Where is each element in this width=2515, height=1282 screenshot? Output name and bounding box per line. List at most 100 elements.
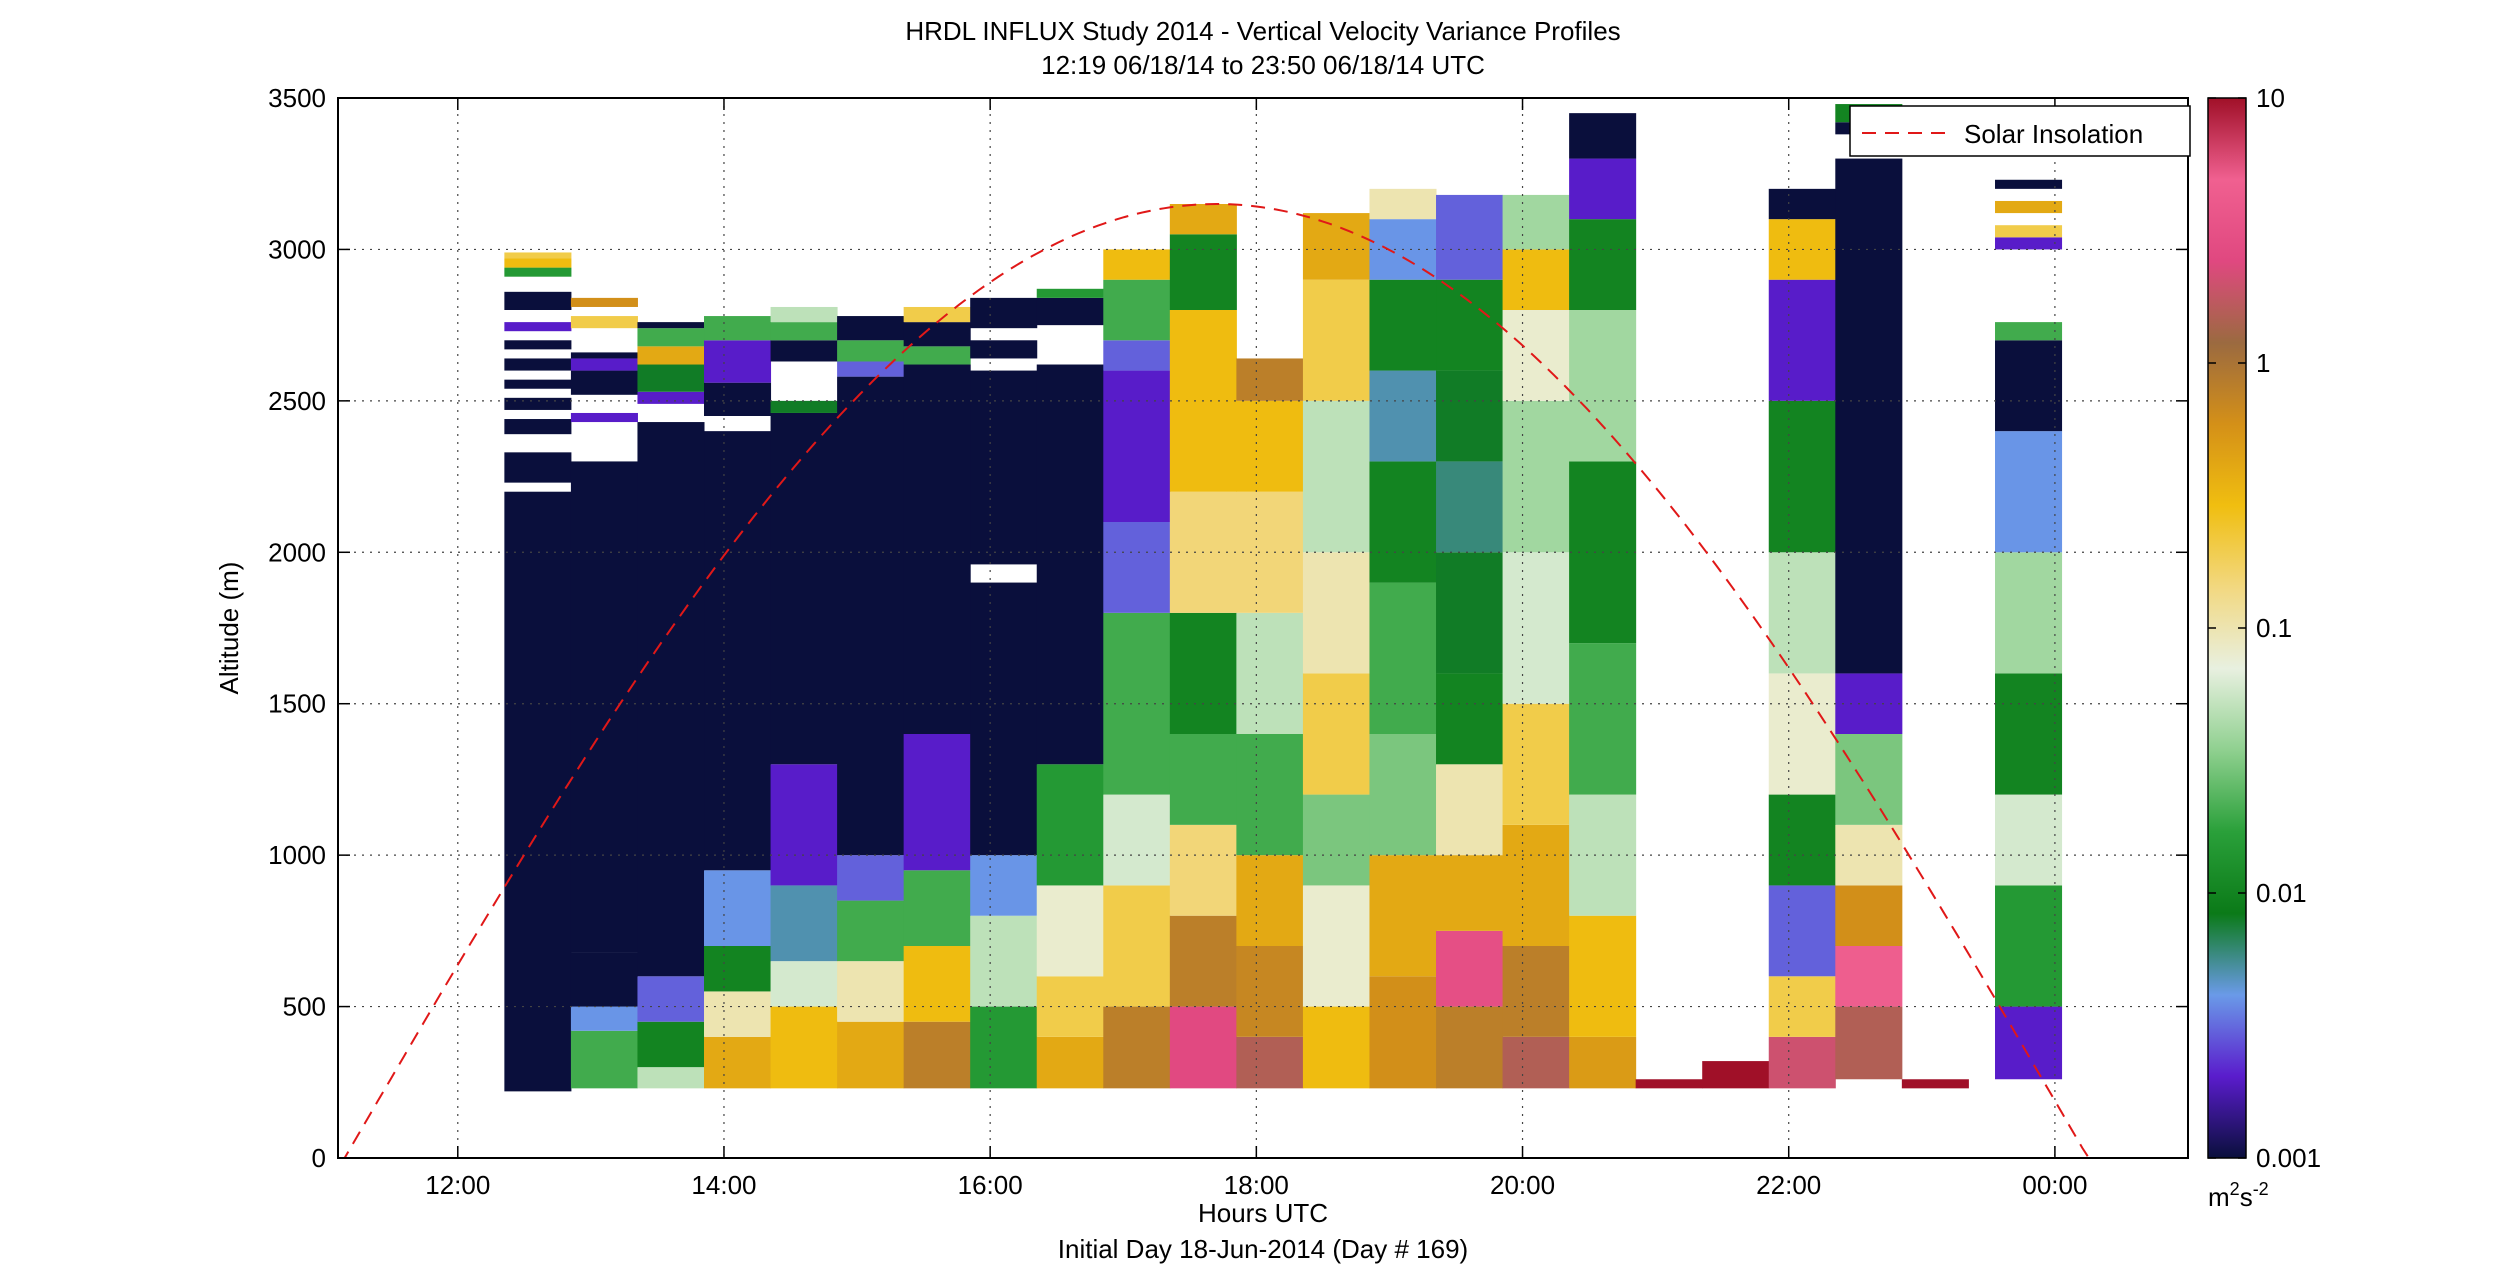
profile-cell-20-5 (1835, 673, 1903, 734)
y-tick-label: 3000 (268, 234, 326, 264)
profile-cell-20-6 (1835, 158, 1903, 674)
profile-cell-5-2 (837, 900, 905, 962)
profile-cell-16-1 (1569, 915, 1637, 1037)
profile-cell-6-6 (903, 322, 971, 347)
solar-insolation-line (338, 202, 2188, 1158)
profile-cell-4-5 (770, 400, 838, 413)
profile-cell-5-4 (837, 376, 905, 856)
profile-cell-19-4 (1768, 673, 1836, 795)
profile-cell-20-1 (1835, 946, 1903, 1007)
colorbar-ticks: 0.001 0.01 0.1 1 10 (2208, 83, 2321, 1173)
plot-frame (337, 97, 2189, 1159)
colorbar-unit-exp1: 2 (2230, 1179, 2240, 1199)
profile-cell-22-10 (1995, 225, 2063, 238)
x-tick-label: 16:00 (958, 1170, 1023, 1200)
x-tick-label: 18:00 (1224, 1170, 1289, 1200)
profile-cell-12-4 (1302, 552, 1370, 674)
profile-cell-15-0 (1502, 1036, 1570, 1089)
profile-cell-1-2 (570, 952, 638, 1007)
profile-cell-4-1 (770, 961, 838, 1007)
profile-cell-10-2 (1169, 824, 1237, 916)
profile-cell-12-0 (1302, 1006, 1370, 1089)
profile-cell-2-3 (637, 422, 705, 977)
profile-cell-7-2 (970, 855, 1038, 916)
profile-cell-4-2 (770, 885, 838, 962)
profile-cell-22-6 (1995, 340, 2063, 432)
profile-cell-9-5 (1103, 370, 1171, 522)
colorbar-tick-label: 1 (2256, 348, 2270, 378)
profile-cell-9-2 (1103, 794, 1171, 886)
profile-cell-2-9 (637, 322, 705, 329)
profile-cell-1-1 (570, 1006, 638, 1031)
profile-cell-2-2 (637, 976, 705, 1022)
y-axis-ticks: 0 500 1000 1500 2000 2500 3000 3500 (268, 83, 2188, 1173)
profile-cell-10-0 (1169, 1006, 1237, 1089)
y-tick-label: 0 (312, 1143, 326, 1173)
profile-cell-20-2 (1835, 885, 1903, 946)
profile-cell-13-3 (1369, 582, 1437, 734)
profile-cell-19-0 (1768, 1036, 1836, 1089)
profile-cell-11-6 (1236, 400, 1304, 492)
profile-cell-10-8 (1169, 204, 1237, 235)
profile-cell-8-6 (1036, 297, 1104, 326)
profile-cell-4-9 (770, 306, 838, 323)
profile-cell-1-8 (570, 358, 638, 371)
profile-cell-12-5 (1302, 400, 1370, 553)
profile-cell-15-8 (1502, 194, 1570, 250)
profile-cell-20-4 (1835, 734, 1903, 825)
profile-cell-19-3 (1768, 794, 1836, 886)
profile-cell-8-4 (1036, 364, 1104, 765)
profile-cell-1-3 (570, 461, 638, 953)
profile-cell-10-3 (1169, 734, 1237, 825)
profile-cell-0-16 (504, 291, 572, 310)
profile-cell-13-5 (1369, 370, 1437, 462)
profile-cell-19-7 (1768, 279, 1836, 401)
profile-cell-9-6 (1103, 340, 1171, 371)
profile-cell-6-5 (903, 346, 971, 365)
profile-cell-14-9 (1436, 194, 1504, 280)
profile-cell-3-3 (704, 870, 772, 946)
profile-cell-9-3 (1103, 612, 1171, 795)
profile-cell-15-3 (1502, 703, 1570, 825)
profile-cell-15-5 (1502, 400, 1570, 553)
profile-cell-4-7 (770, 340, 838, 362)
profile-cell-20-3 (1835, 824, 1903, 886)
profile-cell-5-5 (837, 361, 905, 377)
legend: Solar Insolation (1849, 105, 2191, 157)
profile-cell-15-7 (1502, 249, 1570, 310)
profile-cell-1-11 (570, 316, 638, 329)
profile-cell-20-0 (1835, 1006, 1903, 1080)
profile-cell-2-0 (637, 1067, 705, 1089)
profile-cell-19-6 (1768, 400, 1836, 553)
profile-cell-14-4 (1436, 673, 1504, 765)
profile-cell-4-4 (770, 412, 838, 765)
profile-cell-7-3 (970, 582, 1038, 856)
profile-cell-2-8 (637, 328, 705, 347)
x-tick-label: 14:00 (691, 1170, 756, 1200)
profile-cell-5-7 (837, 316, 905, 341)
y-tick-label: 500 (283, 992, 326, 1022)
y-tick-label: 3500 (268, 83, 326, 113)
profile-cell-14-2 (1436, 855, 1504, 931)
profile-cell-0-6 (504, 397, 572, 410)
y-tick-label: 2500 (268, 386, 326, 416)
profile-cell-9-8 (1103, 249, 1171, 280)
profile-cell-11-1 (1236, 946, 1304, 1037)
profile-cell-22-2 (1995, 794, 2063, 886)
profile-cell-8-3 (1036, 764, 1104, 886)
colorbar-unit-exp2: -2 (2253, 1179, 2269, 1199)
profile-cell-11-2 (1236, 855, 1304, 946)
profile-cell-0-12 (504, 340, 572, 350)
colorbar-tick-label: 0.01 (2256, 878, 2307, 908)
profile-cell-8-1 (1036, 976, 1104, 1037)
colorbar-unit-base: m (2208, 1182, 2230, 1212)
profile-cell-16-5 (1569, 310, 1637, 462)
profile-cell-11-4 (1236, 612, 1304, 734)
profile-cell-13-6 (1369, 279, 1437, 371)
profile-cell-11-0 (1236, 1036, 1304, 1089)
profile-cell-22-1 (1995, 885, 2063, 1007)
profile-cell-7-5 (970, 370, 1038, 565)
profile-cell-6-3 (903, 734, 971, 871)
y-axis-label: Altitude (m) (214, 562, 244, 695)
profile-cell-10-4 (1169, 612, 1237, 734)
